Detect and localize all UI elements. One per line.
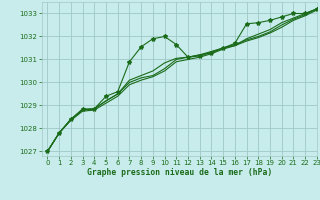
X-axis label: Graphe pression niveau de la mer (hPa): Graphe pression niveau de la mer (hPa) [87,168,272,177]
